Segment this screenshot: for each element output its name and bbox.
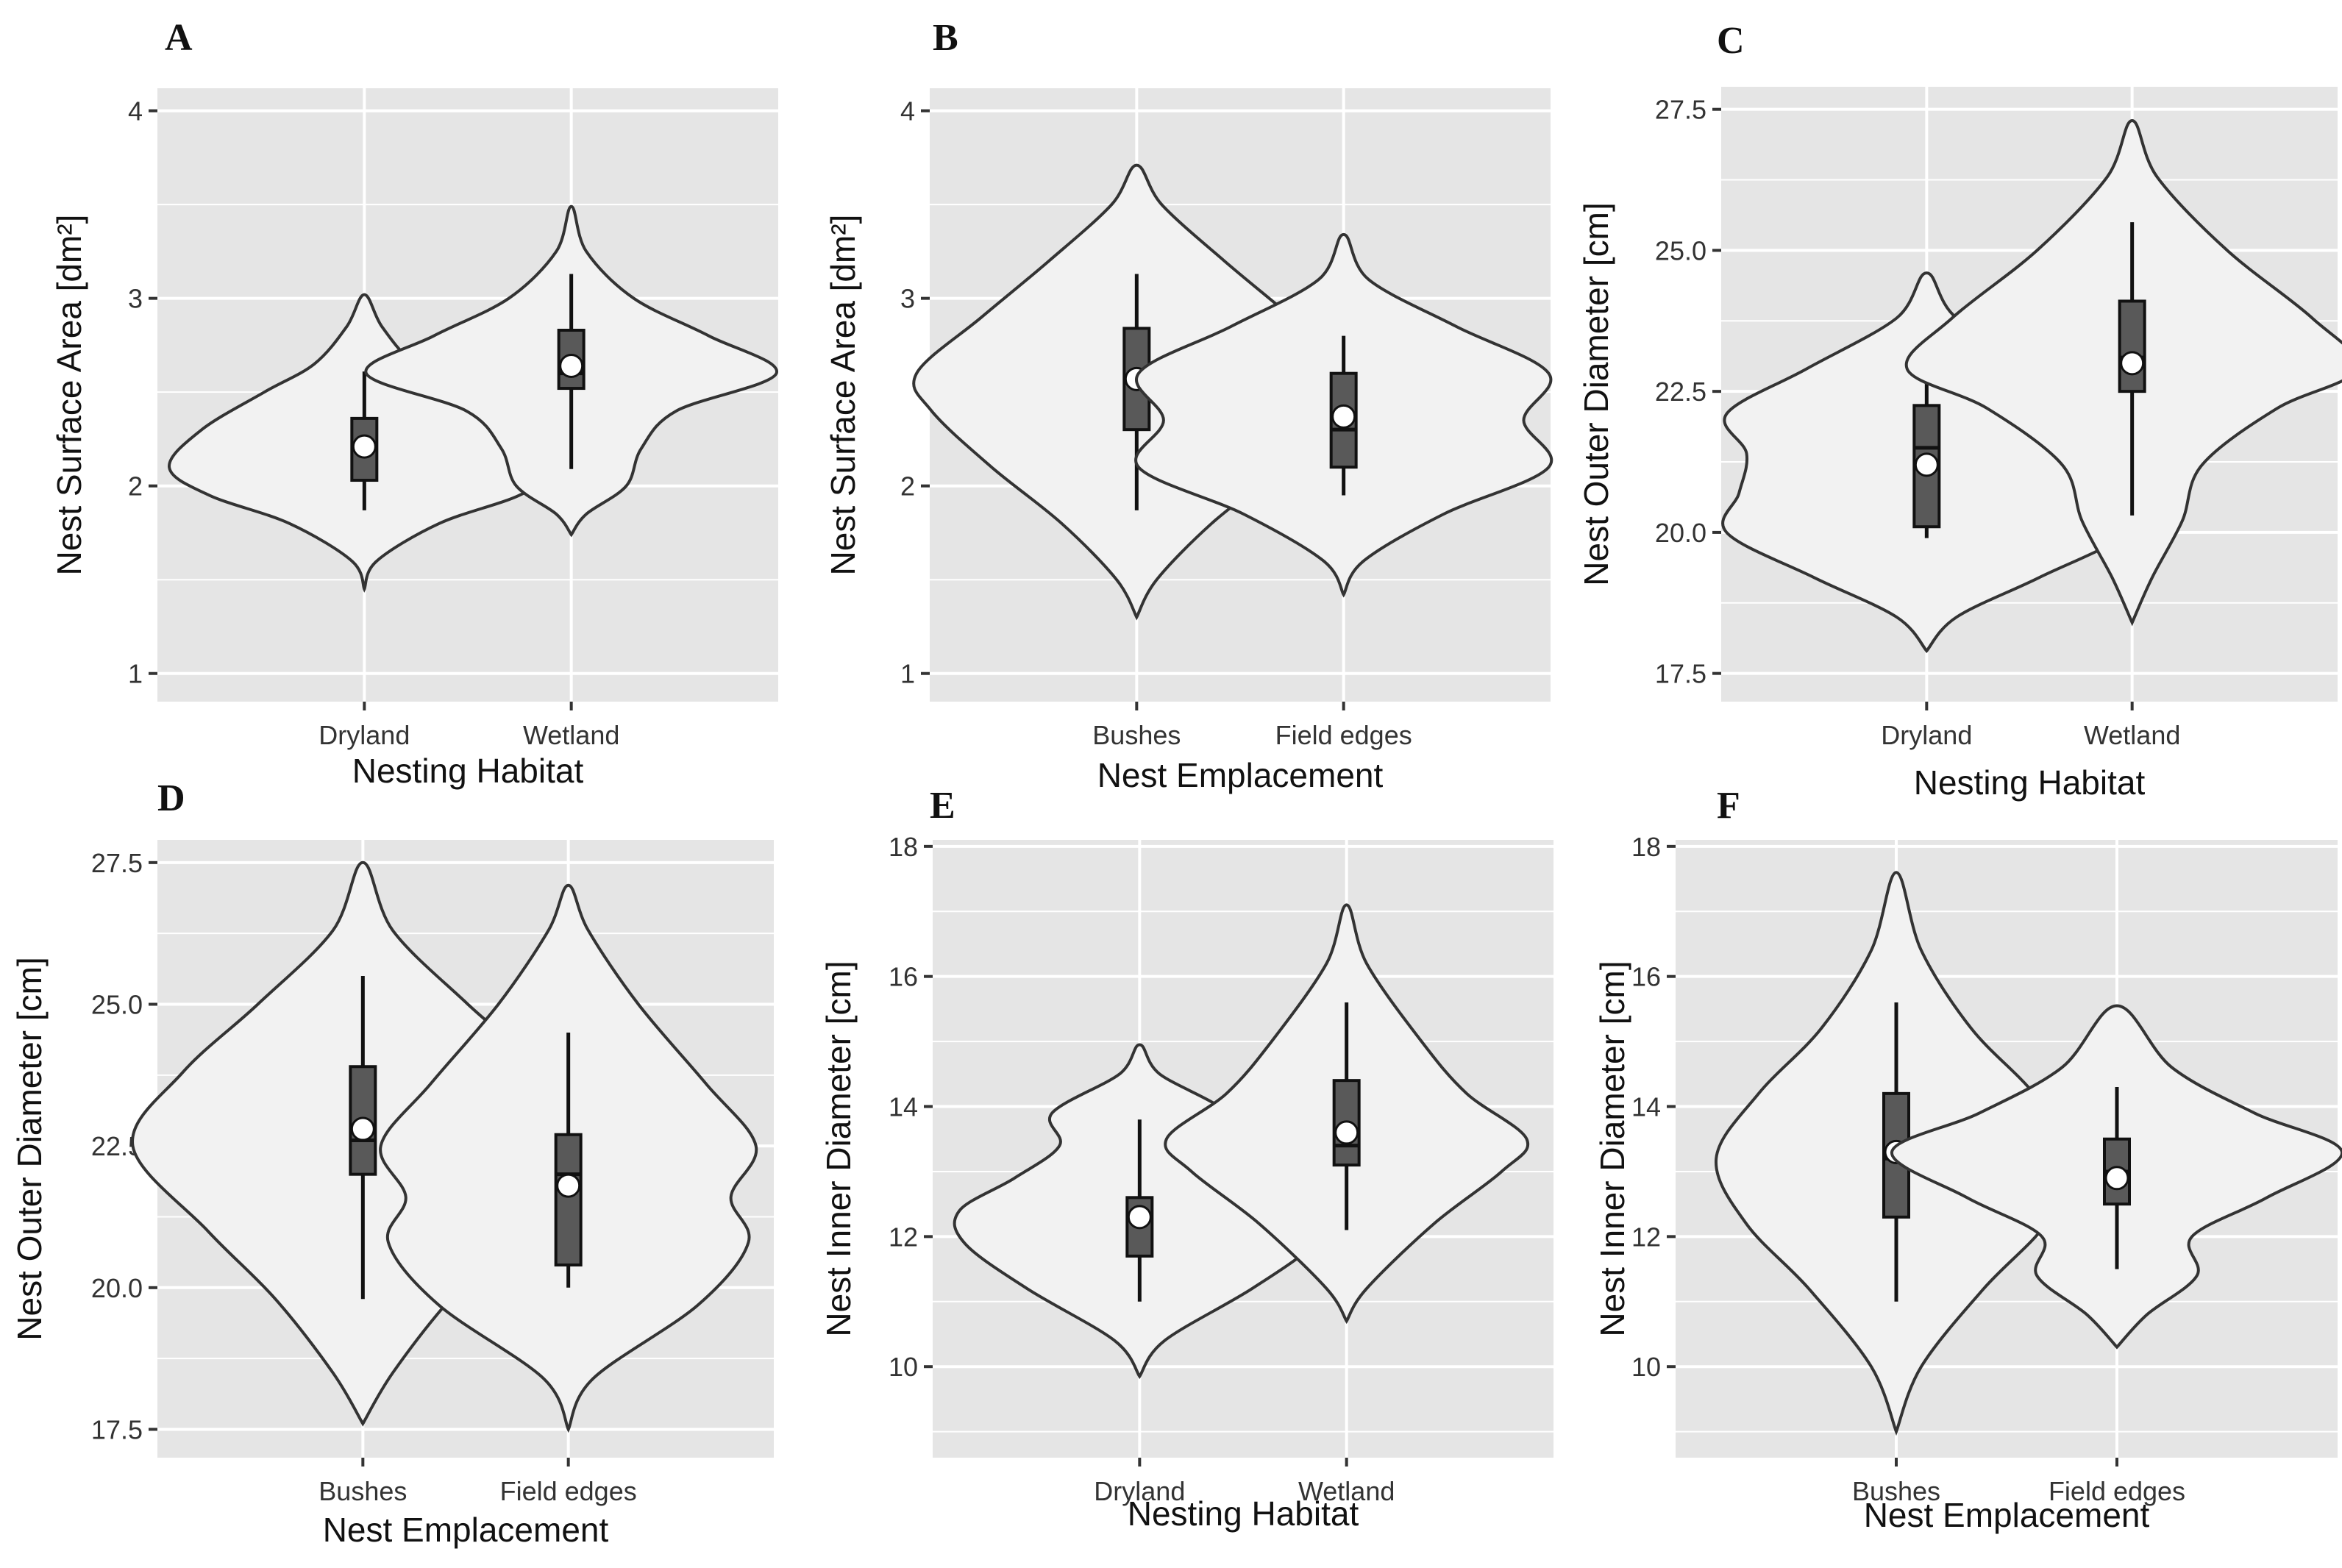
y-tick-label: 3 <box>900 284 915 314</box>
y-tick-label: 4 <box>128 96 143 126</box>
x-tick-label: Bushes <box>1852 1476 1940 1506</box>
mean-point <box>1334 1120 1359 1145</box>
panel-e: 10 12 14 16 18 Dryland Wetland E Nesting Habitat… <box>819 785 1553 1533</box>
x-tick-label: Bushes <box>318 1476 407 1506</box>
y-tick-label: 14 <box>1631 1092 1661 1122</box>
y-tick-label: 27.5 <box>1655 95 1706 125</box>
x-tick-label: Dryland <box>318 720 410 750</box>
violin-group-wetland <box>1904 118 2342 627</box>
violin-group-field-edges <box>379 883 758 1433</box>
violin-group-field-edges <box>1890 1004 2342 1350</box>
panel-letter: E <box>930 785 955 827</box>
x-tick-label: Dryland <box>1094 1476 1185 1506</box>
x-axis-title: Nesting Habitat <box>1128 1494 1359 1533</box>
panel-letter: C <box>1717 20 1745 62</box>
y-tick-label: 16 <box>889 962 918 992</box>
y-tick-label: 17.5 <box>91 1414 143 1444</box>
y-tick-label: 22.5 <box>1655 377 1706 407</box>
mean-point <box>556 1173 581 1198</box>
x-axis-title: Nesting Habitat <box>1914 763 2146 802</box>
y-tick-label: 18 <box>889 832 918 862</box>
y-tick-label: 25.0 <box>1655 235 1706 266</box>
mean-point <box>1127 1205 1152 1230</box>
y-tick-label: 2 <box>900 471 915 502</box>
y-axis-title: Nest Inner Diameter [cm] <box>1593 961 1631 1336</box>
y-tick-label: 20.0 <box>91 1273 143 1303</box>
y-tick-label: 12 <box>1631 1222 1661 1252</box>
x-tick-label: Field edges <box>500 1476 637 1506</box>
y-axis-title: Nest Outer Diameter [cm] <box>10 957 49 1340</box>
y-tick-label: 1 <box>900 659 915 689</box>
y-axis-title: Nest Surface Area [dm²] <box>824 215 862 576</box>
violin-group-wetland <box>364 204 778 538</box>
x-tick-label: Wetland <box>2084 720 2180 750</box>
panel-letter: F <box>1717 785 1740 827</box>
violin-group-wetland <box>1164 903 1530 1325</box>
mean-point <box>350 1116 375 1141</box>
y-tick-label: 10 <box>1631 1352 1661 1382</box>
iqr-box <box>2118 299 2146 393</box>
y-tick-label: 17.5 <box>1655 659 1706 689</box>
y-tick-label: 14 <box>889 1092 918 1122</box>
y-tick-label: 3 <box>128 284 143 314</box>
panel-c: 17.5 20.0 22.5 25.0 27.5 Dryland Wetland C Nesti… <box>1577 20 2342 802</box>
iqr-box <box>554 1133 583 1266</box>
mean-point <box>2104 1166 2129 1191</box>
panel-letter: D <box>157 777 185 819</box>
panel-a: 1 2 3 4 Dryland Wetland A Nesting Habitat Nest S… <box>50 17 778 790</box>
y-tick-label: 10 <box>889 1352 918 1382</box>
x-axis-title: Nest Emplacement <box>323 1511 609 1549</box>
y-tick-label: 16 <box>1631 962 1661 992</box>
y-tick-label: 27.5 <box>91 848 143 878</box>
x-axis-title: Nesting Habitat <box>352 752 584 790</box>
x-tick-label: Wetland <box>523 720 619 750</box>
x-tick-label: Field edges <box>1275 720 1412 750</box>
x-axis-title: Nest Emplacement <box>1097 756 1384 794</box>
y-tick-label: 4 <box>900 96 915 126</box>
mean-point <box>1914 452 1939 477</box>
y-tick-label: 1 <box>128 659 143 689</box>
y-tick-label: 12 <box>889 1222 918 1252</box>
x-axis-title: Nest Emplacement <box>1864 1496 2150 1534</box>
y-tick-label: 20.0 <box>1655 518 1706 548</box>
x-tick-label: Bushes <box>1092 720 1181 750</box>
x-tick-label: Wetland <box>1298 1476 1395 1506</box>
y-axis-title: Nest Inner Diameter [cm] <box>819 961 858 1336</box>
y-tick-label: 18 <box>1631 832 1661 862</box>
panel-b: 1 2 3 4 Bushes Field edges B Nest Emplacement Ne… <box>824 17 1553 794</box>
mean-point <box>1331 404 1356 429</box>
mean-point <box>559 353 584 378</box>
x-tick-label: Field edges <box>2049 1476 2185 1506</box>
y-axis-title: Nest Outer Diameter [cm] <box>1577 202 1615 585</box>
panel-f: 10 12 14 16 18 Bushes Field edges F Nest Emplace… <box>1593 785 2342 1534</box>
violin-group-dryland <box>168 293 561 593</box>
mean-point <box>352 434 377 459</box>
x-tick-label: Dryland <box>1881 720 1972 750</box>
mean-point <box>2120 351 2145 376</box>
y-axis-title: Nest Surface Area [dm²] <box>50 215 88 576</box>
y-tick-label: 25.0 <box>91 989 143 1019</box>
panel-letter: A <box>165 17 193 59</box>
panel-letter: B <box>933 17 958 59</box>
violin-group-field-edges <box>1134 232 1553 598</box>
y-tick-label: 2 <box>128 471 143 502</box>
